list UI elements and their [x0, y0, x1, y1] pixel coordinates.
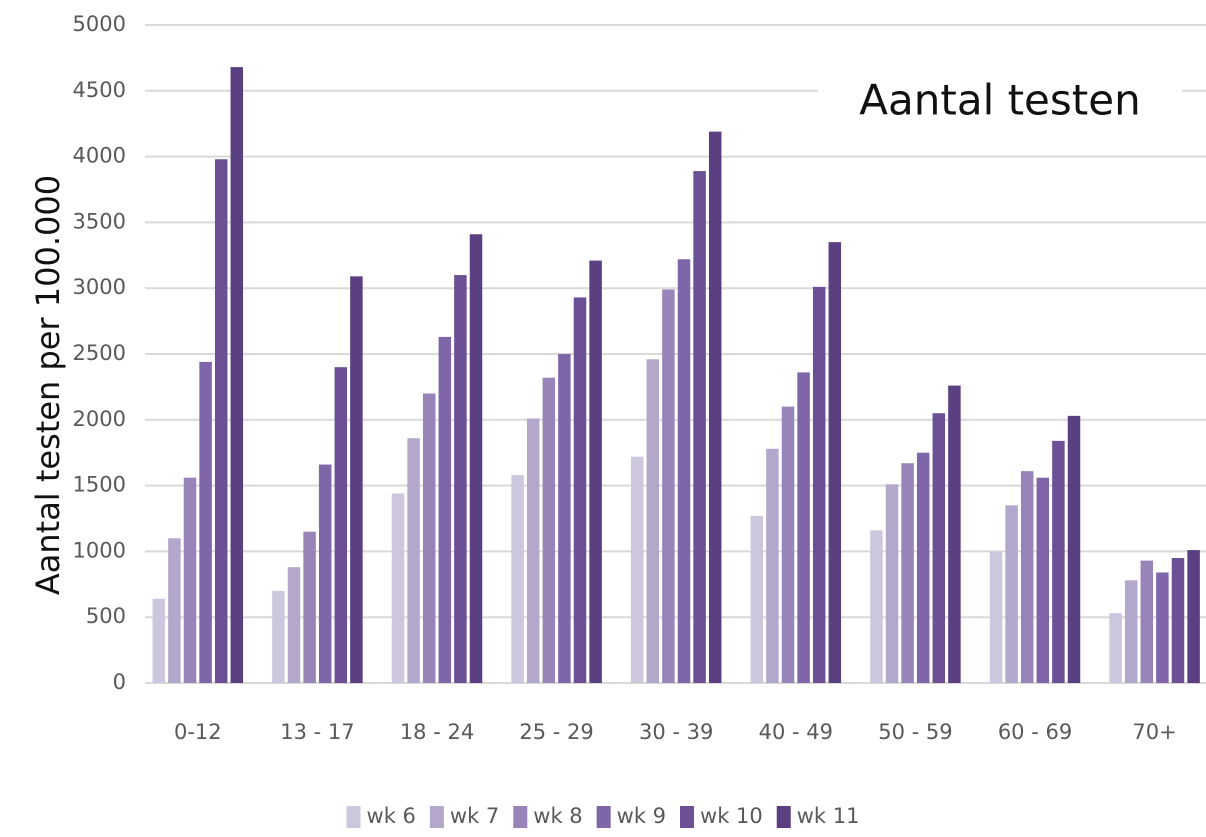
bar	[750, 515, 764, 683]
bar	[708, 131, 722, 683]
legend-label: wk 9	[617, 804, 666, 828]
legend-label: wk 11	[797, 804, 860, 828]
bar	[1171, 557, 1185, 683]
x-tick-label: 40 - 49	[759, 720, 833, 744]
x-tick-label: 50 - 59	[878, 720, 952, 744]
bar	[797, 372, 810, 683]
bar	[1109, 613, 1122, 683]
legend-swatch	[680, 806, 695, 828]
bar	[454, 275, 467, 683]
x-tick-label: 25 - 29	[519, 720, 593, 744]
bar	[989, 551, 1003, 683]
bar	[1124, 580, 1138, 683]
legend-label: wk 6	[367, 804, 416, 828]
bar	[573, 297, 587, 683]
bar	[168, 538, 181, 683]
bar	[558, 354, 571, 683]
bar	[422, 393, 436, 683]
y-tick-label: 5000	[73, 12, 126, 36]
bar	[1020, 471, 1034, 683]
bar	[932, 413, 946, 683]
y-tick-label: 0	[113, 670, 126, 694]
bar	[287, 567, 301, 683]
x-tick-label: 18 - 24	[400, 720, 474, 744]
bars	[152, 67, 1200, 684]
bar	[214, 159, 228, 683]
y-tick-label: 4500	[73, 78, 126, 102]
bar	[303, 531, 316, 683]
bar	[1187, 550, 1200, 683]
bar	[1036, 477, 1050, 683]
legend-swatch	[513, 806, 528, 828]
x-tick-label: 70+	[1132, 720, 1176, 744]
bar	[828, 242, 842, 683]
y-tick-label: 3000	[73, 275, 126, 299]
legend-label: wk 8	[533, 804, 582, 828]
bar	[677, 259, 691, 683]
bar	[901, 463, 914, 683]
bar	[812, 286, 826, 683]
bar	[766, 448, 779, 683]
bar	[589, 260, 602, 683]
y-tick-label: 500	[86, 604, 126, 628]
bar	[630, 456, 644, 683]
bar	[438, 336, 452, 683]
bar	[526, 418, 540, 683]
y-tick-label: 2000	[73, 407, 126, 431]
bar	[199, 361, 212, 683]
bar	[870, 530, 883, 683]
bar	[1156, 572, 1169, 683]
bar	[916, 452, 930, 683]
y-tick-label: 1500	[73, 473, 126, 497]
x-tick-label: 13 - 17	[280, 720, 354, 744]
legend-swatch	[596, 806, 611, 828]
bar	[1140, 560, 1154, 683]
y-axis-label: Aantal testen per 100.000	[29, 175, 67, 595]
legend-swatch	[346, 806, 361, 828]
bar	[781, 406, 795, 683]
bar	[230, 67, 244, 683]
bar	[469, 234, 483, 683]
y-tick-label: 3500	[73, 209, 126, 233]
bar	[662, 289, 675, 683]
bar	[334, 367, 348, 683]
y-tick-label: 2500	[73, 341, 126, 365]
bar	[318, 464, 332, 683]
legend-swatch	[429, 806, 444, 828]
bar	[407, 438, 420, 683]
bar	[183, 477, 197, 683]
x-tick-label: 30 - 39	[639, 720, 713, 744]
legend-swatch	[776, 806, 791, 828]
bar	[646, 359, 660, 683]
y-tick-label: 1000	[73, 538, 126, 562]
legend-label: wk 10	[700, 804, 763, 828]
x-tick-label: 60 - 69	[998, 720, 1072, 744]
chart-title: Aantal testen	[859, 76, 1140, 125]
bar	[1005, 505, 1018, 683]
title-background	[818, 72, 1182, 134]
bar	[693, 171, 706, 684]
bar	[511, 475, 524, 683]
legend-label: wk 7	[450, 804, 499, 828]
x-tick-label: 0-12	[174, 720, 222, 744]
bar	[885, 484, 899, 683]
bar	[948, 385, 961, 683]
y-tick-label: 4000	[73, 144, 126, 168]
bar	[391, 493, 405, 683]
bar	[152, 598, 166, 683]
bar	[272, 590, 285, 683]
bar	[350, 276, 363, 683]
bar	[542, 377, 556, 683]
bar	[1067, 415, 1081, 683]
bar	[1052, 440, 1065, 683]
